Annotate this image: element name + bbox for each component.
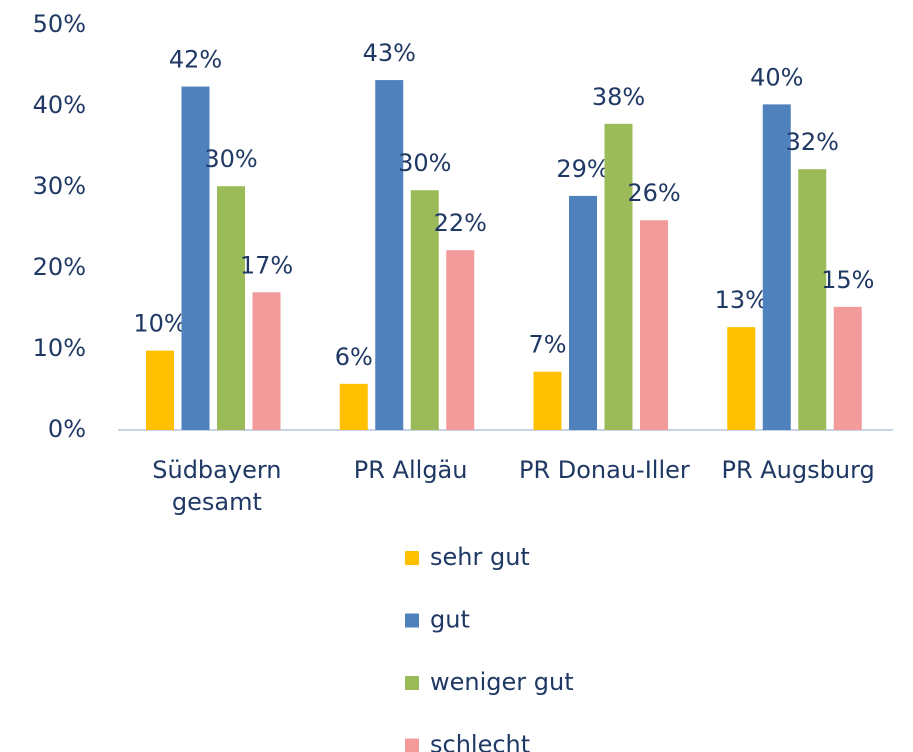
bar	[640, 220, 668, 430]
legend-swatch	[405, 676, 419, 690]
bar	[446, 250, 475, 430]
data-label: 26%	[627, 179, 680, 207]
legend-swatch	[405, 551, 419, 565]
y-tick-label: 40%	[33, 91, 86, 119]
bar	[604, 123, 633, 430]
data-label: 40%	[750, 63, 803, 91]
legend-label: gut	[430, 606, 470, 634]
x-tick-label: PR Donau-Iller	[518, 456, 690, 484]
data-label: 22%	[434, 209, 487, 237]
legend-swatch	[405, 613, 419, 628]
x-tick-label: PR Augsburg	[721, 456, 875, 484]
data-label: 38%	[592, 83, 645, 111]
bar	[727, 327, 756, 430]
bar	[798, 169, 827, 430]
x-tick-label: Südbayern gesamt	[152, 456, 282, 516]
legend-label: weniger gut	[430, 668, 574, 696]
y-tick-label: 0%	[48, 415, 86, 443]
x-tick-label: PR Allgäu	[353, 456, 468, 484]
legend-label: schlecht	[430, 731, 530, 752]
y-tick-label: 20%	[33, 253, 86, 281]
data-label: 42%	[169, 46, 222, 74]
bar	[375, 80, 404, 430]
data-label: 15%	[821, 266, 874, 294]
data-label: 32%	[786, 128, 839, 156]
bar	[533, 371, 562, 430]
bar	[762, 104, 791, 430]
data-label: 43%	[363, 39, 416, 67]
y-tick-label: 30%	[33, 172, 86, 200]
data-label: 13%	[715, 286, 768, 314]
bar	[833, 306, 862, 430]
data-label: 30%	[398, 149, 451, 177]
legend-swatch	[405, 738, 419, 752]
bar	[339, 383, 368, 430]
bar	[217, 186, 245, 430]
legend-label: sehr gut	[430, 543, 530, 571]
data-label: 6%	[335, 343, 373, 371]
bar	[181, 86, 210, 430]
y-tick-label: 10%	[33, 334, 86, 362]
bar	[146, 350, 174, 430]
data-label: 30%	[204, 145, 257, 173]
bar	[252, 292, 281, 430]
data-label: 29%	[556, 155, 609, 183]
data-label: 17%	[240, 251, 293, 279]
bar	[569, 195, 597, 430]
data-label: 10%	[133, 310, 186, 338]
bar	[410, 190, 439, 430]
y-tick-label: 50%	[33, 10, 86, 38]
data-label: 7%	[528, 331, 566, 359]
